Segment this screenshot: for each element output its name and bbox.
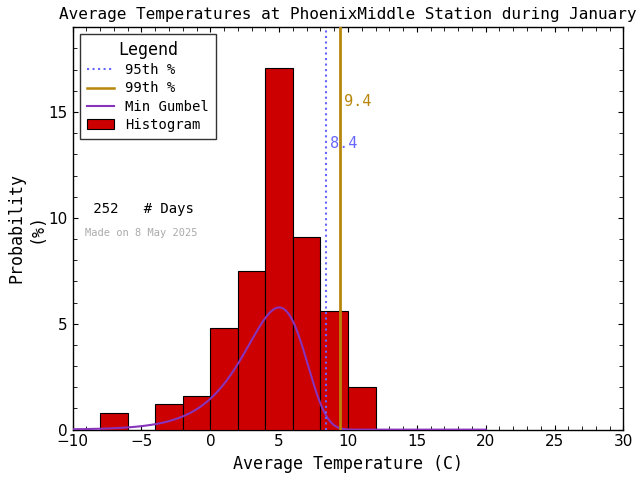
Y-axis label: Probability
(%): Probability (%) [7, 173, 45, 284]
Title: Average Temperatures at PhoenixMiddle Station during January: Average Temperatures at PhoenixMiddle St… [60, 7, 637, 22]
X-axis label: Average Temperature (C): Average Temperature (C) [233, 455, 463, 473]
Bar [321, 311, 348, 430]
Bar [211, 328, 238, 430]
Bar [348, 387, 376, 430]
Text: 9.4: 9.4 [344, 94, 371, 109]
Legend: 95th %, 99th %, Min Gumbel, Histogram: 95th %, 99th %, Min Gumbel, Histogram [79, 34, 216, 139]
Text: Made on 8 May 2025: Made on 8 May 2025 [84, 228, 197, 239]
Bar [293, 237, 321, 430]
Text: 252   # Days: 252 # Days [84, 202, 194, 216]
Bar [100, 413, 128, 430]
Bar [183, 396, 211, 430]
Text: 8.4: 8.4 [330, 136, 358, 151]
Bar [156, 404, 183, 430]
Bar [238, 271, 266, 430]
Bar [266, 68, 293, 430]
